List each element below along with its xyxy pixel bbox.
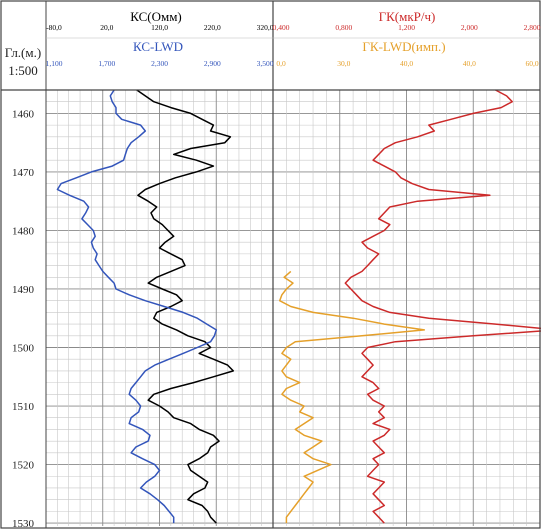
tick-label: 2,800 <box>524 23 541 32</box>
depth-header-scale: 1:500 <box>8 63 38 78</box>
curve-resistivity-1 <box>56 89 218 524</box>
depth-tick-label: 1490 <box>12 284 35 296</box>
tick-label: 60,0 <box>525 59 538 68</box>
depth-labels: 1460 1470 1480 1490 1500 1510 1520 1530 <box>12 108 35 530</box>
depth-tick-label: 1470 <box>12 167 35 179</box>
gk-axis-label: ГК(мкР/ч) <box>379 9 436 24</box>
tick-label: -80,0 <box>46 23 62 32</box>
gk-lwd-axis-label: ГК-LWD(имп.) <box>362 39 445 54</box>
tick-label: 30,0 <box>337 59 350 68</box>
depth-tick-label: 1500 <box>12 343 35 355</box>
ks-lwd-axis-label: КС-LWD <box>133 39 183 54</box>
tick-label: 120,0 <box>151 23 168 32</box>
curve-gamma-1 <box>278 270 426 524</box>
depth-tick-label: 1510 <box>12 401 35 413</box>
depth-tick-label: 1480 <box>12 225 35 237</box>
tick-label: 40,0 <box>400 59 413 68</box>
tick-label: 1,700 <box>98 59 115 68</box>
resistivity-header-ticks: -80,0 20,0 120,0 220,0 320,0 1,100 1,700 2,300 2… <box>46 23 274 68</box>
gamma-header-ticks: 0,400 0,800 1,200 2,000 2,800 0,0 30,0 40,0 40,0… <box>273 23 541 68</box>
depth-header-title: Гл.(м.) <box>5 45 41 60</box>
tick-label: 20,0 <box>100 23 113 32</box>
tick-label: 1,100 <box>46 59 63 68</box>
depth-tick-label: 1530 <box>12 518 35 530</box>
tick-label: 2,000 <box>461 23 478 32</box>
tick-label: 40,0 <box>463 59 476 68</box>
tick-label: 320,0 <box>257 23 274 32</box>
tick-label: 0,800 <box>335 23 352 32</box>
tick-label: 220,0 <box>204 23 221 32</box>
tick-label: 2,900 <box>204 59 221 68</box>
tick-label: 3,500 <box>257 59 274 68</box>
tick-label: 0,0 <box>276 59 286 68</box>
curve-layer <box>56 89 541 524</box>
curve-gamma-0 <box>344 89 541 524</box>
ks-axis-label: КС(Омм) <box>130 9 182 24</box>
tick-label: 1,200 <box>398 23 415 32</box>
grid-layer <box>46 89 540 526</box>
tick-label: 0,400 <box>273 23 290 32</box>
tick-label: 2,300 <box>151 59 168 68</box>
depth-tick-label: 1520 <box>12 460 35 472</box>
curve-resistivity-0 <box>136 89 235 524</box>
depth-tick-label: 1460 <box>12 108 35 120</box>
